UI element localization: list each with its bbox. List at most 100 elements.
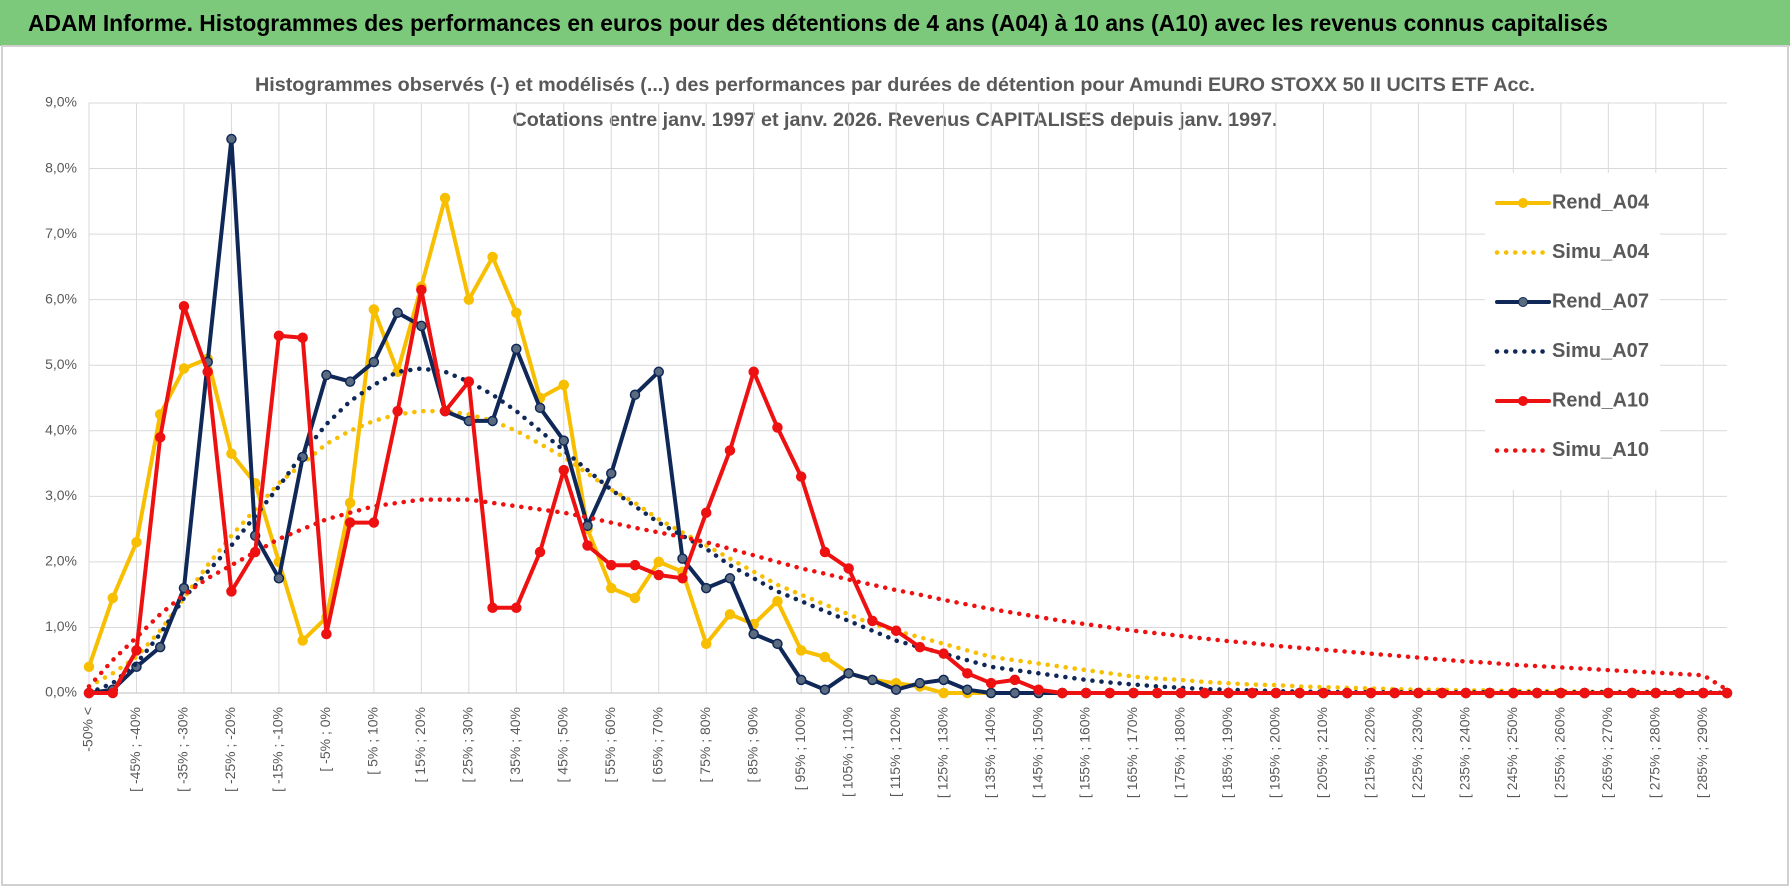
marker bbox=[297, 332, 308, 343]
marker bbox=[962, 668, 973, 679]
marker bbox=[724, 573, 736, 584]
marker bbox=[1531, 687, 1543, 699]
x-tick-label: [ 95% ; 100% bbox=[792, 707, 808, 790]
marker bbox=[867, 674, 878, 686]
marker bbox=[154, 432, 166, 443]
x-tick-label: [ 185% ; 190% bbox=[1219, 707, 1235, 798]
marker bbox=[938, 648, 949, 659]
x-tick-label: [ 265% ; 270% bbox=[1599, 707, 1615, 798]
legend-marker bbox=[1518, 297, 1528, 307]
legend-label: Simu_A10 bbox=[1552, 439, 1649, 461]
x-tick-label: [ 245% ; 250% bbox=[1504, 707, 1520, 798]
marker bbox=[463, 294, 475, 305]
x-tick-label: [ 115% ; 120% bbox=[887, 707, 903, 797]
marker bbox=[273, 330, 285, 341]
marker bbox=[83, 661, 95, 673]
x-tick-label: [ 35% ; 40% bbox=[507, 707, 523, 783]
marker bbox=[534, 546, 546, 558]
marker bbox=[178, 300, 190, 312]
marker bbox=[653, 366, 664, 378]
chart-title: Histogrammes observés (-) et modélisés (… bbox=[255, 75, 1535, 96]
marker bbox=[700, 507, 712, 518]
marker bbox=[107, 687, 118, 699]
marker bbox=[1033, 684, 1044, 695]
marker bbox=[677, 573, 688, 584]
x-tick-label: [ -35% ; -30% bbox=[175, 707, 191, 792]
marker bbox=[700, 582, 712, 594]
marker bbox=[1246, 687, 1258, 699]
x-tick-label: [ 165% ; 170% bbox=[1124, 707, 1140, 798]
x-tick-label: [ 45% ; 50% bbox=[554, 707, 570, 783]
marker bbox=[511, 307, 522, 319]
marker bbox=[606, 468, 617, 479]
marker bbox=[1223, 687, 1234, 699]
marker bbox=[131, 536, 142, 548]
marker bbox=[487, 602, 498, 614]
marker bbox=[1650, 687, 1662, 699]
marker bbox=[795, 645, 807, 656]
marker bbox=[819, 684, 831, 695]
y-tick-label: 6,0% bbox=[45, 290, 77, 306]
marker bbox=[344, 517, 356, 528]
marker bbox=[962, 684, 973, 695]
x-tick-label: [ -45% ; -40% bbox=[127, 707, 143, 792]
x-tick-label: [ 145% ; 150% bbox=[1029, 707, 1045, 798]
marker bbox=[558, 464, 570, 476]
y-tick-label: 3,0% bbox=[45, 487, 77, 503]
marker bbox=[463, 376, 475, 387]
marker bbox=[700, 638, 712, 650]
marker bbox=[819, 651, 831, 663]
marker bbox=[582, 540, 593, 551]
x-tick-label: [ 285% ; 290% bbox=[1694, 707, 1710, 798]
marker bbox=[985, 677, 997, 689]
x-tick-label: -50% < bbox=[80, 707, 96, 752]
marker bbox=[748, 628, 759, 640]
marker bbox=[321, 628, 332, 640]
marker bbox=[1603, 687, 1614, 699]
marker bbox=[938, 687, 949, 699]
x-tick-label: [ 215% ; 220% bbox=[1362, 707, 1378, 798]
marker bbox=[344, 376, 356, 387]
marker bbox=[1104, 687, 1116, 699]
x-tick-label: [ 235% ; 240% bbox=[1457, 707, 1473, 798]
series-line bbox=[86, 408, 1730, 696]
marker bbox=[914, 641, 926, 653]
x-tick-label: [ 275% ; 280% bbox=[1646, 707, 1662, 798]
marker bbox=[178, 582, 190, 594]
marker bbox=[487, 415, 498, 427]
marker bbox=[321, 369, 332, 381]
marker bbox=[558, 379, 570, 391]
y-tick-label: 4,0% bbox=[45, 421, 77, 437]
marker bbox=[226, 586, 237, 597]
marker bbox=[724, 609, 736, 620]
marker bbox=[1318, 687, 1329, 699]
legend-label: Rend_A07 bbox=[1552, 290, 1649, 312]
marker bbox=[985, 687, 997, 699]
marker bbox=[1579, 687, 1590, 699]
banner bbox=[0, 0, 1790, 46]
x-tick-label: [ 175% ; 180% bbox=[1172, 707, 1188, 798]
marker bbox=[558, 435, 570, 446]
marker bbox=[606, 559, 617, 571]
marker bbox=[1175, 687, 1187, 699]
marker bbox=[1270, 687, 1282, 699]
marker bbox=[629, 389, 641, 400]
marker bbox=[1128, 687, 1139, 699]
marker bbox=[1009, 674, 1021, 686]
x-tick-label: [ 25% ; 30% bbox=[460, 707, 476, 783]
marker bbox=[1674, 687, 1685, 699]
marker bbox=[653, 569, 664, 581]
marker bbox=[1698, 687, 1709, 699]
marker bbox=[368, 356, 380, 368]
page-title: ADAM Informe. Histogrammes des performan… bbox=[28, 10, 1608, 36]
marker bbox=[1555, 687, 1567, 699]
x-tick-label: [ 65% ; 70% bbox=[649, 707, 665, 783]
marker bbox=[1436, 687, 1448, 699]
x-tick-label: [ 255% ; 260% bbox=[1552, 707, 1568, 798]
marker bbox=[534, 402, 546, 414]
marker bbox=[1626, 687, 1638, 699]
marker bbox=[392, 405, 403, 417]
marker bbox=[1484, 687, 1495, 699]
legend-label: Rend_A10 bbox=[1552, 389, 1649, 411]
marker bbox=[511, 602, 522, 614]
